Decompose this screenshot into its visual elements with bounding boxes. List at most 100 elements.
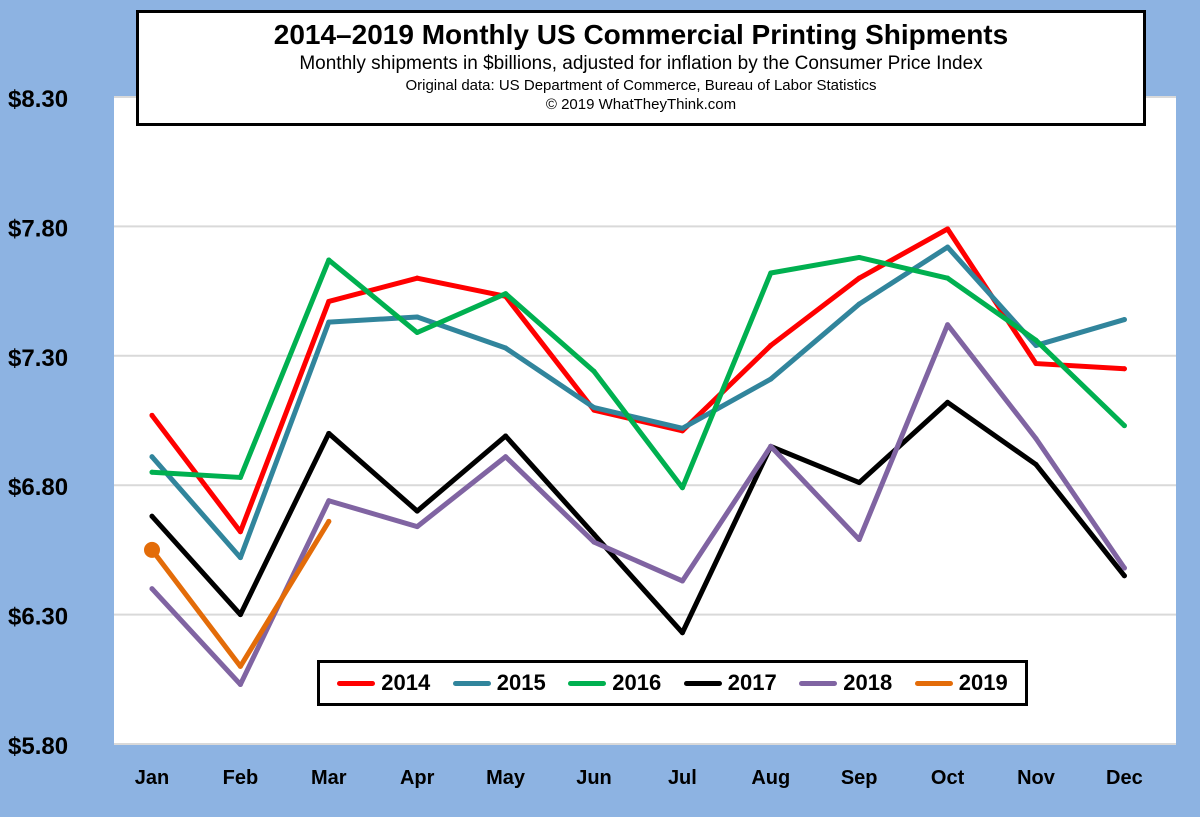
data-point-2015 xyxy=(679,425,685,431)
x-tick-label: Dec xyxy=(1106,767,1143,789)
legend-label: 2016 xyxy=(612,670,662,695)
legend-label: 2019 xyxy=(958,670,1008,695)
data-point-2014 xyxy=(1121,366,1127,372)
y-tick-label: $7.30 xyxy=(8,345,68,372)
data-point-2017 xyxy=(149,513,155,519)
chart-title: 2014–2019 Monthly US Commercial Printing… xyxy=(273,19,1009,50)
x-tick-label: Jun xyxy=(576,767,612,789)
data-point-2018 xyxy=(237,681,243,687)
data-point-2014 xyxy=(768,342,774,348)
data-point-2015 xyxy=(1121,317,1127,323)
x-axis-ticks: Jan Feb Mar Apr May Jun Jul Aug Sep Oct Nov Dec xyxy=(135,767,1143,789)
data-point-2014 xyxy=(237,529,243,535)
data-point-2019 xyxy=(326,518,332,524)
data-point-2018 xyxy=(1033,436,1039,442)
series-line-2014 xyxy=(149,226,1127,535)
data-point-2014 xyxy=(149,412,155,418)
data-point-2018 xyxy=(768,443,774,449)
data-point-2015 xyxy=(768,376,774,382)
data-point-2016 xyxy=(679,485,685,491)
legend-item: 2016 xyxy=(568,670,661,696)
data-point-2014 xyxy=(856,275,862,281)
x-tick-label: Aug xyxy=(751,767,790,789)
legend-swatch xyxy=(683,680,722,686)
series-start-marker-2019 xyxy=(144,541,160,558)
data-point-2016 xyxy=(591,368,597,374)
chart-title-box: 2014–2019 Monthly US Commercial Printing… xyxy=(136,10,1146,126)
legend-label: 2018 xyxy=(843,670,893,695)
legend: 2014 2015 2016 2017 2018 2019 xyxy=(317,660,1028,706)
data-point-2016 xyxy=(237,474,243,480)
legend-swatch xyxy=(452,680,491,686)
legend-item: 2017 xyxy=(683,670,777,696)
y-tick-label: $6.30 xyxy=(8,604,68,631)
chart-copyright: © 2019 WhatTheyThink.com xyxy=(545,96,737,113)
series-line-2017 xyxy=(149,399,1127,636)
data-point-2015 xyxy=(237,555,243,561)
data-point-2014 xyxy=(414,275,420,281)
data-point-2017 xyxy=(945,399,951,405)
legend-item: 2018 xyxy=(799,670,892,696)
x-tick-label: Nov xyxy=(1017,767,1056,789)
y-axis-ticks: $5.80 $6.30 $6.80 $7.30 $7.80 $8.30 xyxy=(8,86,68,760)
x-tick-label: Sep xyxy=(841,767,878,789)
data-point-2018 xyxy=(149,586,155,592)
data-point-2017 xyxy=(326,430,332,436)
data-point-2015 xyxy=(591,405,597,411)
series-line-2018 xyxy=(149,322,1127,687)
data-point-2017 xyxy=(856,480,862,486)
data-point-2016 xyxy=(1121,423,1127,429)
legend-label: 2014 xyxy=(381,670,431,695)
y-tick-label: $7.80 xyxy=(8,215,68,242)
data-point-2018 xyxy=(1121,565,1127,571)
data-point-2018 xyxy=(414,524,420,530)
chart-subtitle: Monthly shipments in $billions, adjusted… xyxy=(299,53,983,74)
data-point-2017 xyxy=(503,433,509,439)
series-lines xyxy=(144,226,1127,687)
legend-swatch xyxy=(337,680,376,686)
data-point-2017 xyxy=(591,531,597,537)
data-point-2017 xyxy=(237,612,243,618)
legend-swatch xyxy=(914,680,953,686)
legend-item: 2019 xyxy=(914,670,1008,696)
data-point-2018 xyxy=(679,578,685,584)
chart-source: Original data: US Department of Commerce… xyxy=(405,77,877,94)
data-point-2014 xyxy=(1033,361,1039,367)
data-point-2015 xyxy=(414,314,420,320)
x-tick-label: May xyxy=(486,767,526,789)
data-point-2018 xyxy=(856,537,862,543)
data-point-2014 xyxy=(945,226,951,232)
data-point-2015 xyxy=(326,319,332,325)
data-point-2016 xyxy=(414,330,420,336)
data-point-2018 xyxy=(326,498,332,504)
data-point-2017 xyxy=(414,508,420,514)
data-point-2018 xyxy=(591,539,597,545)
x-tick-label: Oct xyxy=(931,767,965,789)
data-point-2016 xyxy=(503,291,509,297)
data-point-2017 xyxy=(1033,461,1039,467)
data-point-2017 xyxy=(679,630,685,636)
legend-item: 2014 xyxy=(337,670,430,696)
legend-item: 2015 xyxy=(452,670,546,696)
data-point-2015 xyxy=(945,244,951,250)
y-tick-label: $8.30 xyxy=(8,86,68,113)
legend-label: 2017 xyxy=(727,670,777,695)
y-tick-label: $5.80 xyxy=(8,733,68,760)
data-point-2019 xyxy=(237,663,243,669)
data-point-2018 xyxy=(945,322,951,328)
data-point-2016 xyxy=(768,270,774,276)
x-tick-label: Jan xyxy=(135,767,169,789)
data-point-2014 xyxy=(326,298,332,304)
legend-swatch xyxy=(799,680,838,686)
legend-swatch xyxy=(568,680,607,686)
x-tick-label: Feb xyxy=(223,767,259,789)
series-line-2016 xyxy=(149,254,1127,491)
legend-label: 2015 xyxy=(496,670,546,695)
data-point-2016 xyxy=(1033,337,1039,343)
y-tick-label: $6.80 xyxy=(8,474,68,501)
data-point-2015 xyxy=(149,454,155,460)
data-point-2016 xyxy=(945,275,951,281)
data-point-2016 xyxy=(326,257,332,263)
